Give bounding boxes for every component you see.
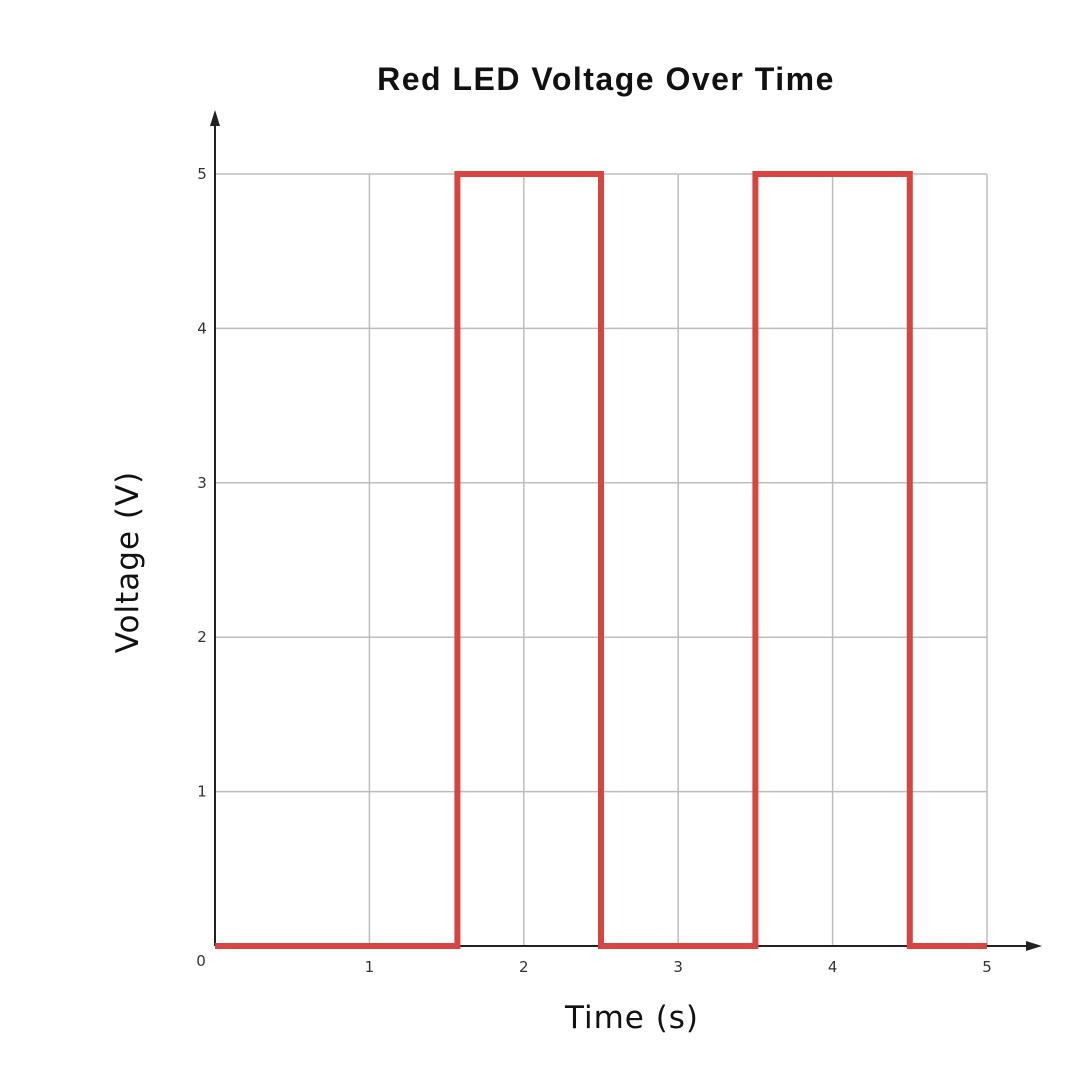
x-tick-label-3: 3 (673, 958, 683, 976)
x-tick-label-1: 1 (365, 958, 375, 976)
x-tick-label-5: 5 (982, 958, 992, 976)
y-tick-label-4: 4 (197, 319, 207, 337)
y-tick-label-3: 3 (197, 474, 207, 492)
axes (210, 110, 1042, 951)
origin-label: 0 (196, 952, 206, 970)
x-axis-label: Time (s) (564, 1000, 699, 1036)
chart-title: Red LED Voltage Over Time (377, 61, 835, 97)
y-axis-label: Voltage (V) (110, 471, 146, 654)
tick-labels: 1 2 3 4 5 1 2 3 4 5 (197, 165, 992, 976)
x-tick-label-4: 4 (828, 958, 838, 976)
series-line-0 (215, 171, 987, 949)
y-axis-arrow (210, 110, 220, 126)
series-layer (215, 171, 987, 949)
x-tick-label-2: 2 (519, 958, 529, 976)
y-tick-label-5: 5 (197, 165, 207, 183)
x-axis-arrow (1026, 941, 1042, 951)
y-tick-label-2: 2 (197, 628, 207, 646)
y-tick-label-1: 1 (197, 783, 207, 801)
